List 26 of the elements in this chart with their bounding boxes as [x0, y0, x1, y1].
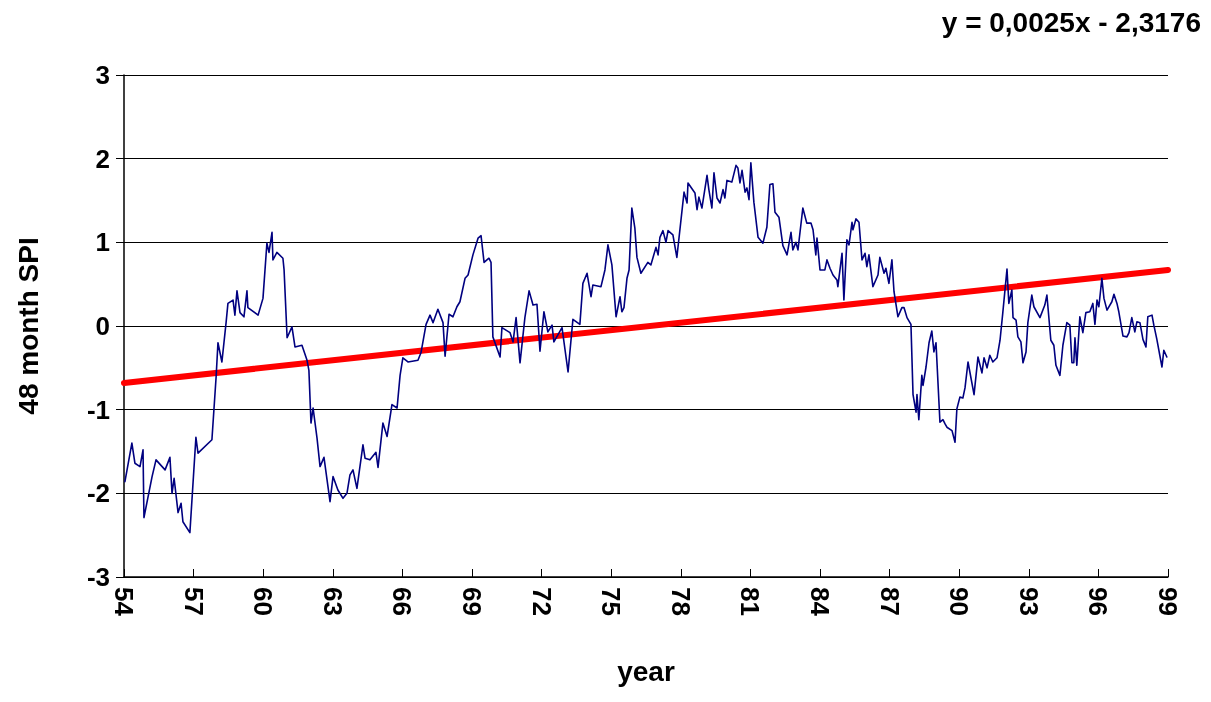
- x-tick-label: 87: [874, 587, 905, 616]
- x-axis-title: year: [617, 655, 675, 687]
- x-tick-label: 93: [1013, 587, 1044, 616]
- x-tick-label: 81: [735, 587, 766, 616]
- x-tick-label: 90: [944, 587, 975, 616]
- x-tick-label: 57: [178, 587, 209, 616]
- y-tick-label: 3: [95, 60, 110, 90]
- x-tick-label: 69: [457, 587, 487, 616]
- x-tick-label: 78: [665, 587, 696, 616]
- x-tick-label: 75: [596, 587, 627, 616]
- y-tick-label: -2: [86, 478, 110, 509]
- y-tick-label: -3: [86, 562, 110, 592]
- x-tick-label: 99: [1153, 587, 1183, 616]
- x-tick-label: 60: [248, 587, 279, 616]
- x-tick-label: 66: [387, 587, 418, 616]
- x-tick-label: 96: [1083, 587, 1114, 616]
- y-axis-title: 48 month SPI: [12, 237, 44, 415]
- text: y = 0,0025x - 2,3176: [941, 6, 1201, 38]
- y-tick-label: -1: [86, 394, 110, 425]
- x-tick-label: 84: [805, 587, 835, 617]
- y-tick-label: 1: [95, 227, 110, 258]
- y-tick-label: 2: [95, 143, 110, 174]
- y-tick-label: 0: [95, 311, 110, 341]
- x-tick-label: 54: [109, 587, 139, 617]
- x-tick-label: 63: [317, 587, 348, 616]
- x-tick-label: 72: [526, 587, 557, 616]
